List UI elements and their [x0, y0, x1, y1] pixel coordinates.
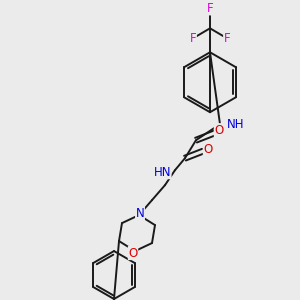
Text: O: O [214, 124, 224, 137]
Text: NH: NH [227, 118, 244, 131]
Text: F: F [224, 32, 230, 45]
Text: F: F [207, 2, 213, 15]
Text: O: O [203, 143, 213, 156]
Text: F: F [190, 32, 196, 45]
Text: N: N [136, 207, 144, 220]
Text: O: O [128, 247, 138, 260]
Text: HN: HN [154, 166, 171, 178]
